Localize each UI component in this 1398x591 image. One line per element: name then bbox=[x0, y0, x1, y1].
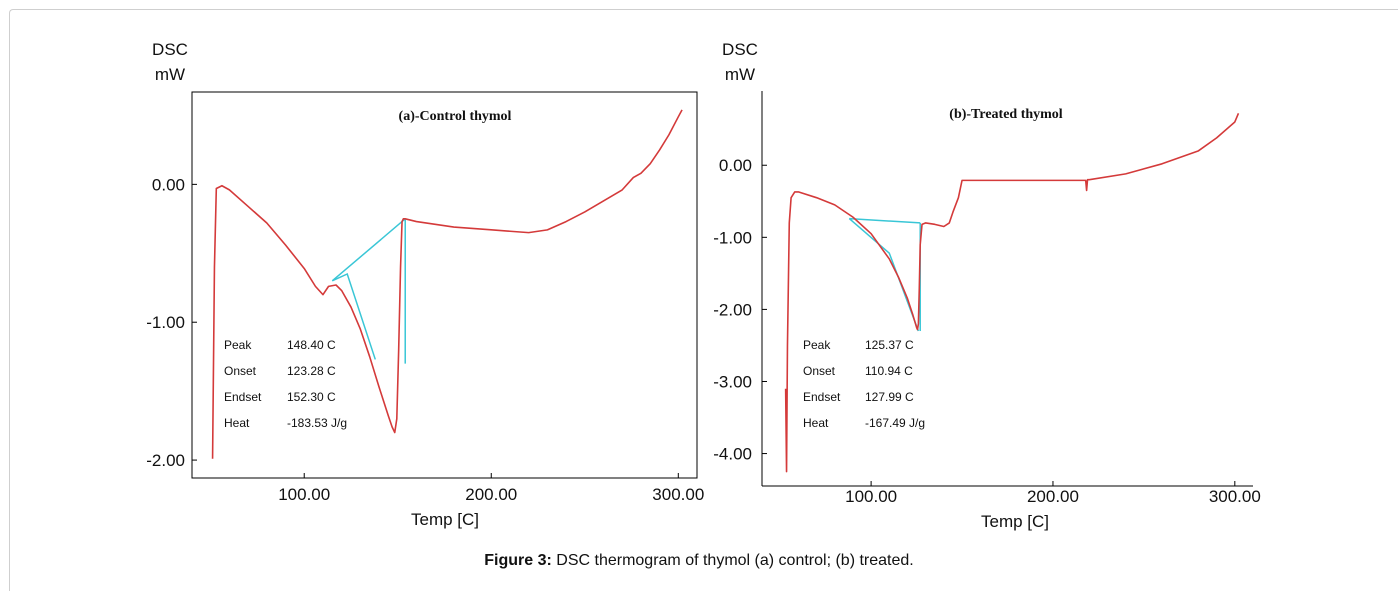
chart-title-b: (b)-Treated thymol bbox=[949, 107, 1063, 122]
figure-caption: Figure 3: DSC thermogram of thymol (a) c… bbox=[0, 552, 1398, 570]
y-axis-label-a: DSC bbox=[152, 40, 188, 59]
x-tick-label-a: 200.00 bbox=[465, 485, 517, 504]
annotation-label-b: Onset bbox=[803, 364, 836, 378]
annotation-value-a: 123.28 C bbox=[287, 364, 336, 378]
annotation-value-a: -183.53 J/g bbox=[287, 416, 347, 430]
dsc-curve-b bbox=[784, 113, 1240, 473]
y-tick-label-b: -1.00 bbox=[713, 228, 752, 247]
y-tick-label-a: 0.00 bbox=[152, 175, 185, 194]
x-axis-label-b: Temp [C] bbox=[981, 512, 1049, 531]
y-tick-label-b: 0.00 bbox=[719, 156, 752, 175]
x-tick-label-a: 300.00 bbox=[652, 485, 704, 504]
y-tick-label-a: -1.00 bbox=[146, 313, 185, 332]
tangent-line-a bbox=[331, 218, 406, 282]
annotation-label-a: Onset bbox=[224, 364, 257, 378]
annotation-label-a: Endset bbox=[224, 390, 262, 404]
annotation-value-b: 110.94 C bbox=[865, 364, 913, 378]
annotation-value-a: 152.30 C bbox=[287, 390, 336, 404]
figure-frame bbox=[9, 9, 1398, 591]
x-tick-label-a: 100.00 bbox=[278, 485, 330, 504]
annotation-value-b: 125.37 C bbox=[865, 338, 914, 352]
y-tick-label-b: -4.00 bbox=[713, 445, 752, 464]
chart-title-a: (a)-Control thymol bbox=[399, 109, 512, 124]
y-tick-label-a: -2.00 bbox=[146, 451, 185, 470]
x-tick-label-b: 300.00 bbox=[1209, 487, 1261, 506]
annotation-label-b: Endset bbox=[803, 390, 841, 404]
tangent-line-b bbox=[849, 217, 921, 224]
annotation-label-a: Heat bbox=[224, 416, 250, 430]
tangent-line-a bbox=[331, 272, 377, 360]
annotation-label-b: Heat bbox=[803, 416, 829, 430]
annotation-label-a: Peak bbox=[224, 338, 252, 352]
annotation-value-b: 127.99 C bbox=[865, 390, 914, 404]
y-axis-unit-a: mW bbox=[155, 65, 185, 84]
y-tick-label-b: -2.00 bbox=[713, 300, 752, 319]
annotation-value-b: -167.49 J/g bbox=[865, 416, 925, 430]
tangent-line-b bbox=[848, 218, 920, 332]
y-tick-label-b: -3.00 bbox=[713, 372, 752, 391]
x-tick-label-b: 100.00 bbox=[845, 487, 897, 506]
x-axis-label-a: Temp [C] bbox=[411, 510, 479, 529]
x-tick-label-b: 200.00 bbox=[1027, 487, 1079, 506]
dsc-curve-a bbox=[211, 109, 683, 459]
caption-text: DSC thermogram of thymol (a) control; (b… bbox=[551, 552, 914, 569]
annotation-value-a: 148.40 C bbox=[287, 338, 336, 352]
annotation-label-b: Peak bbox=[803, 338, 831, 352]
y-axis-unit-b: mW bbox=[725, 65, 755, 84]
plot-frame-a bbox=[191, 91, 698, 479]
caption-label: Figure 3: bbox=[484, 552, 552, 569]
y-axis-label-b: DSC bbox=[722, 40, 758, 59]
